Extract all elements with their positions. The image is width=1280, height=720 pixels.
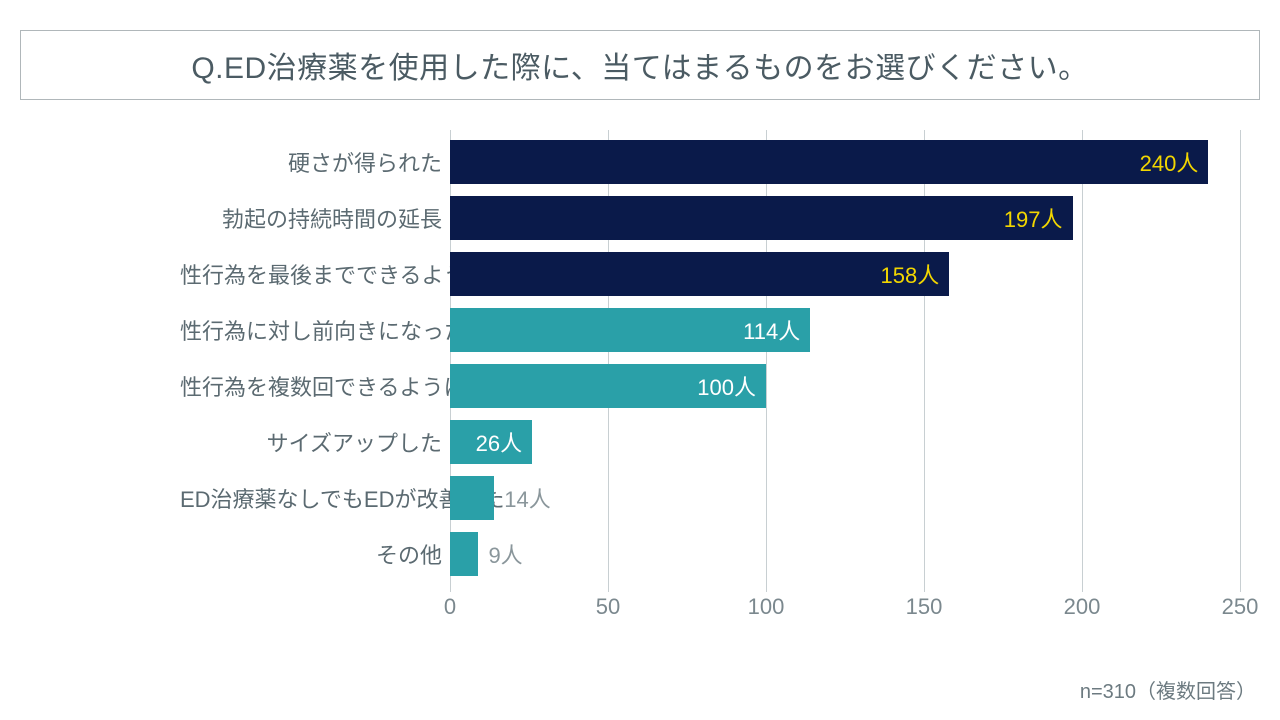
- bar-value: 240人: [1140, 146, 1199, 178]
- y-axis-label: サイズアップした: [180, 426, 442, 458]
- bar: 158人: [450, 252, 949, 296]
- bar: 197人: [450, 196, 1073, 240]
- bar-value: 100人: [697, 370, 756, 402]
- chart-row: 硬さが得られた 240人: [180, 140, 1260, 184]
- chart-row: 性行為に対し前向きになった 114人: [180, 308, 1260, 352]
- x-tick: 0: [444, 594, 456, 620]
- y-axis-label: その他: [180, 538, 442, 570]
- bar-value: 197人: [1004, 202, 1063, 234]
- bar-value: 26人: [476, 426, 522, 458]
- bar: 100人: [450, 364, 766, 408]
- chart-row: ED治療薬なしでもEDが改善した14人: [180, 476, 1260, 520]
- bar-value: 9人: [488, 538, 522, 570]
- y-axis-label: 勃起の持続時間の延長: [180, 202, 442, 234]
- bar-value: 14人: [504, 482, 550, 514]
- bar: 14人: [450, 476, 494, 520]
- x-tick: 250: [1222, 594, 1259, 620]
- chart-title-box: Q.ED治療薬を使用した際に、当てはまるものをお選びください。: [20, 30, 1260, 100]
- bar: 26人: [450, 420, 532, 464]
- bar: 9人: [450, 532, 478, 576]
- bar-chart: 0 50 100 150 200 250 硬さが得られた 240人勃起の持続時間の延長 197…: [180, 130, 1260, 650]
- chart-row: 勃起の持続時間の延長 197人: [180, 196, 1260, 240]
- bar: 240人: [450, 140, 1208, 184]
- chart-row: 性行為を最後までできるようになった 158人: [180, 252, 1260, 296]
- x-tick: 150: [906, 594, 943, 620]
- footnote: n=310（複数回答）: [1080, 675, 1256, 704]
- bar: 114人: [450, 308, 810, 352]
- x-tick: 50: [596, 594, 620, 620]
- bar-value: 158人: [881, 258, 940, 290]
- y-axis-label: 性行為を複数回できるようになった: [180, 370, 442, 402]
- chart-row: 性行為を複数回できるようになった 100人: [180, 364, 1260, 408]
- y-axis-label: ED治療薬なしでもEDが改善した: [180, 482, 442, 514]
- chart-row: その他9人: [180, 532, 1260, 576]
- bar-value: 114人: [743, 314, 800, 346]
- chart-row: サイズアップした 26人: [180, 420, 1260, 464]
- chart-title: Q.ED治療薬を使用した際に、当てはまるものをお選びください。: [191, 43, 1088, 87]
- y-axis-label: 硬さが得られた: [180, 146, 442, 178]
- x-tick: 100: [748, 594, 785, 620]
- y-axis-label: 性行為を最後までできるようになった: [180, 258, 442, 290]
- page: Q.ED治療薬を使用した際に、当てはまるものをお選びください。 0 50 100 15…: [0, 0, 1280, 720]
- y-axis-label: 性行為に対し前向きになった: [180, 314, 442, 346]
- x-tick: 200: [1064, 594, 1101, 620]
